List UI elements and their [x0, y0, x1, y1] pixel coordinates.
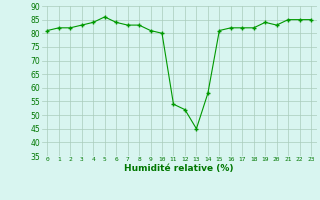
- X-axis label: Humidité relative (%): Humidité relative (%): [124, 164, 234, 173]
